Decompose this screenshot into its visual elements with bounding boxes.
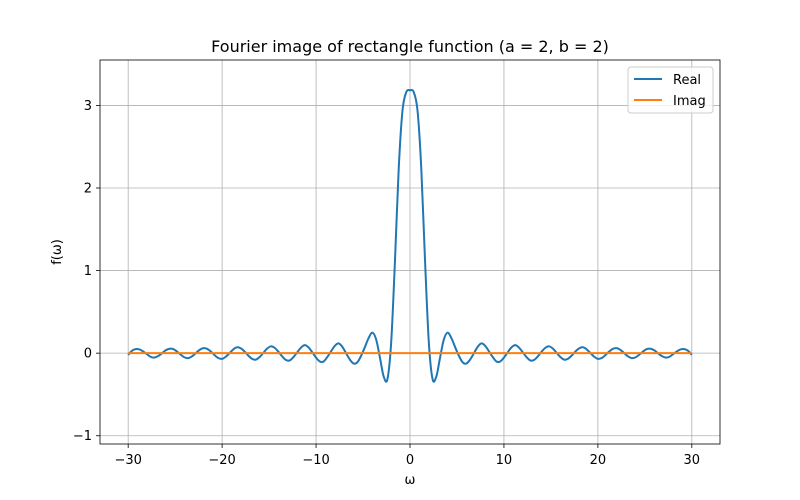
x-tick-label: 20 <box>590 453 607 468</box>
x-tick-label: −20 <box>208 453 235 468</box>
y-axis-label: f(ω) <box>50 239 65 265</box>
x-tick-label: 10 <box>496 453 513 468</box>
y-tick-label: 2 <box>84 182 92 197</box>
plot-lines <box>127 88 693 383</box>
chart-title: Fourier image of rectangle function (a =… <box>211 37 609 56</box>
y-tick-label: 0 <box>84 347 92 362</box>
legend: Real Imag <box>627 66 714 114</box>
x-axis-label: ω <box>405 473 416 488</box>
y-tick-label: −1 <box>73 429 92 444</box>
y-tick-label: 3 <box>84 99 92 114</box>
y-tick-label: 1 <box>84 264 92 279</box>
x-tick-label: 30 <box>684 453 701 468</box>
x-tick-label: −10 <box>302 453 329 468</box>
series-line-real <box>127 88 693 383</box>
legend-label-real: Real <box>673 73 701 88</box>
legend-label-imag: Imag <box>673 94 706 109</box>
x-tick-label: −30 <box>114 453 141 468</box>
x-tick-label: 0 <box>406 453 414 468</box>
